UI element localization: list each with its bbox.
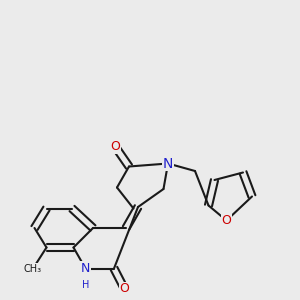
Text: H: H: [82, 280, 89, 290]
Text: O: O: [111, 140, 120, 154]
Text: N: N: [163, 157, 173, 170]
Text: N: N: [81, 262, 90, 275]
Text: O: O: [222, 214, 231, 227]
Text: O: O: [120, 282, 129, 296]
Text: CH₃: CH₃: [24, 263, 42, 274]
